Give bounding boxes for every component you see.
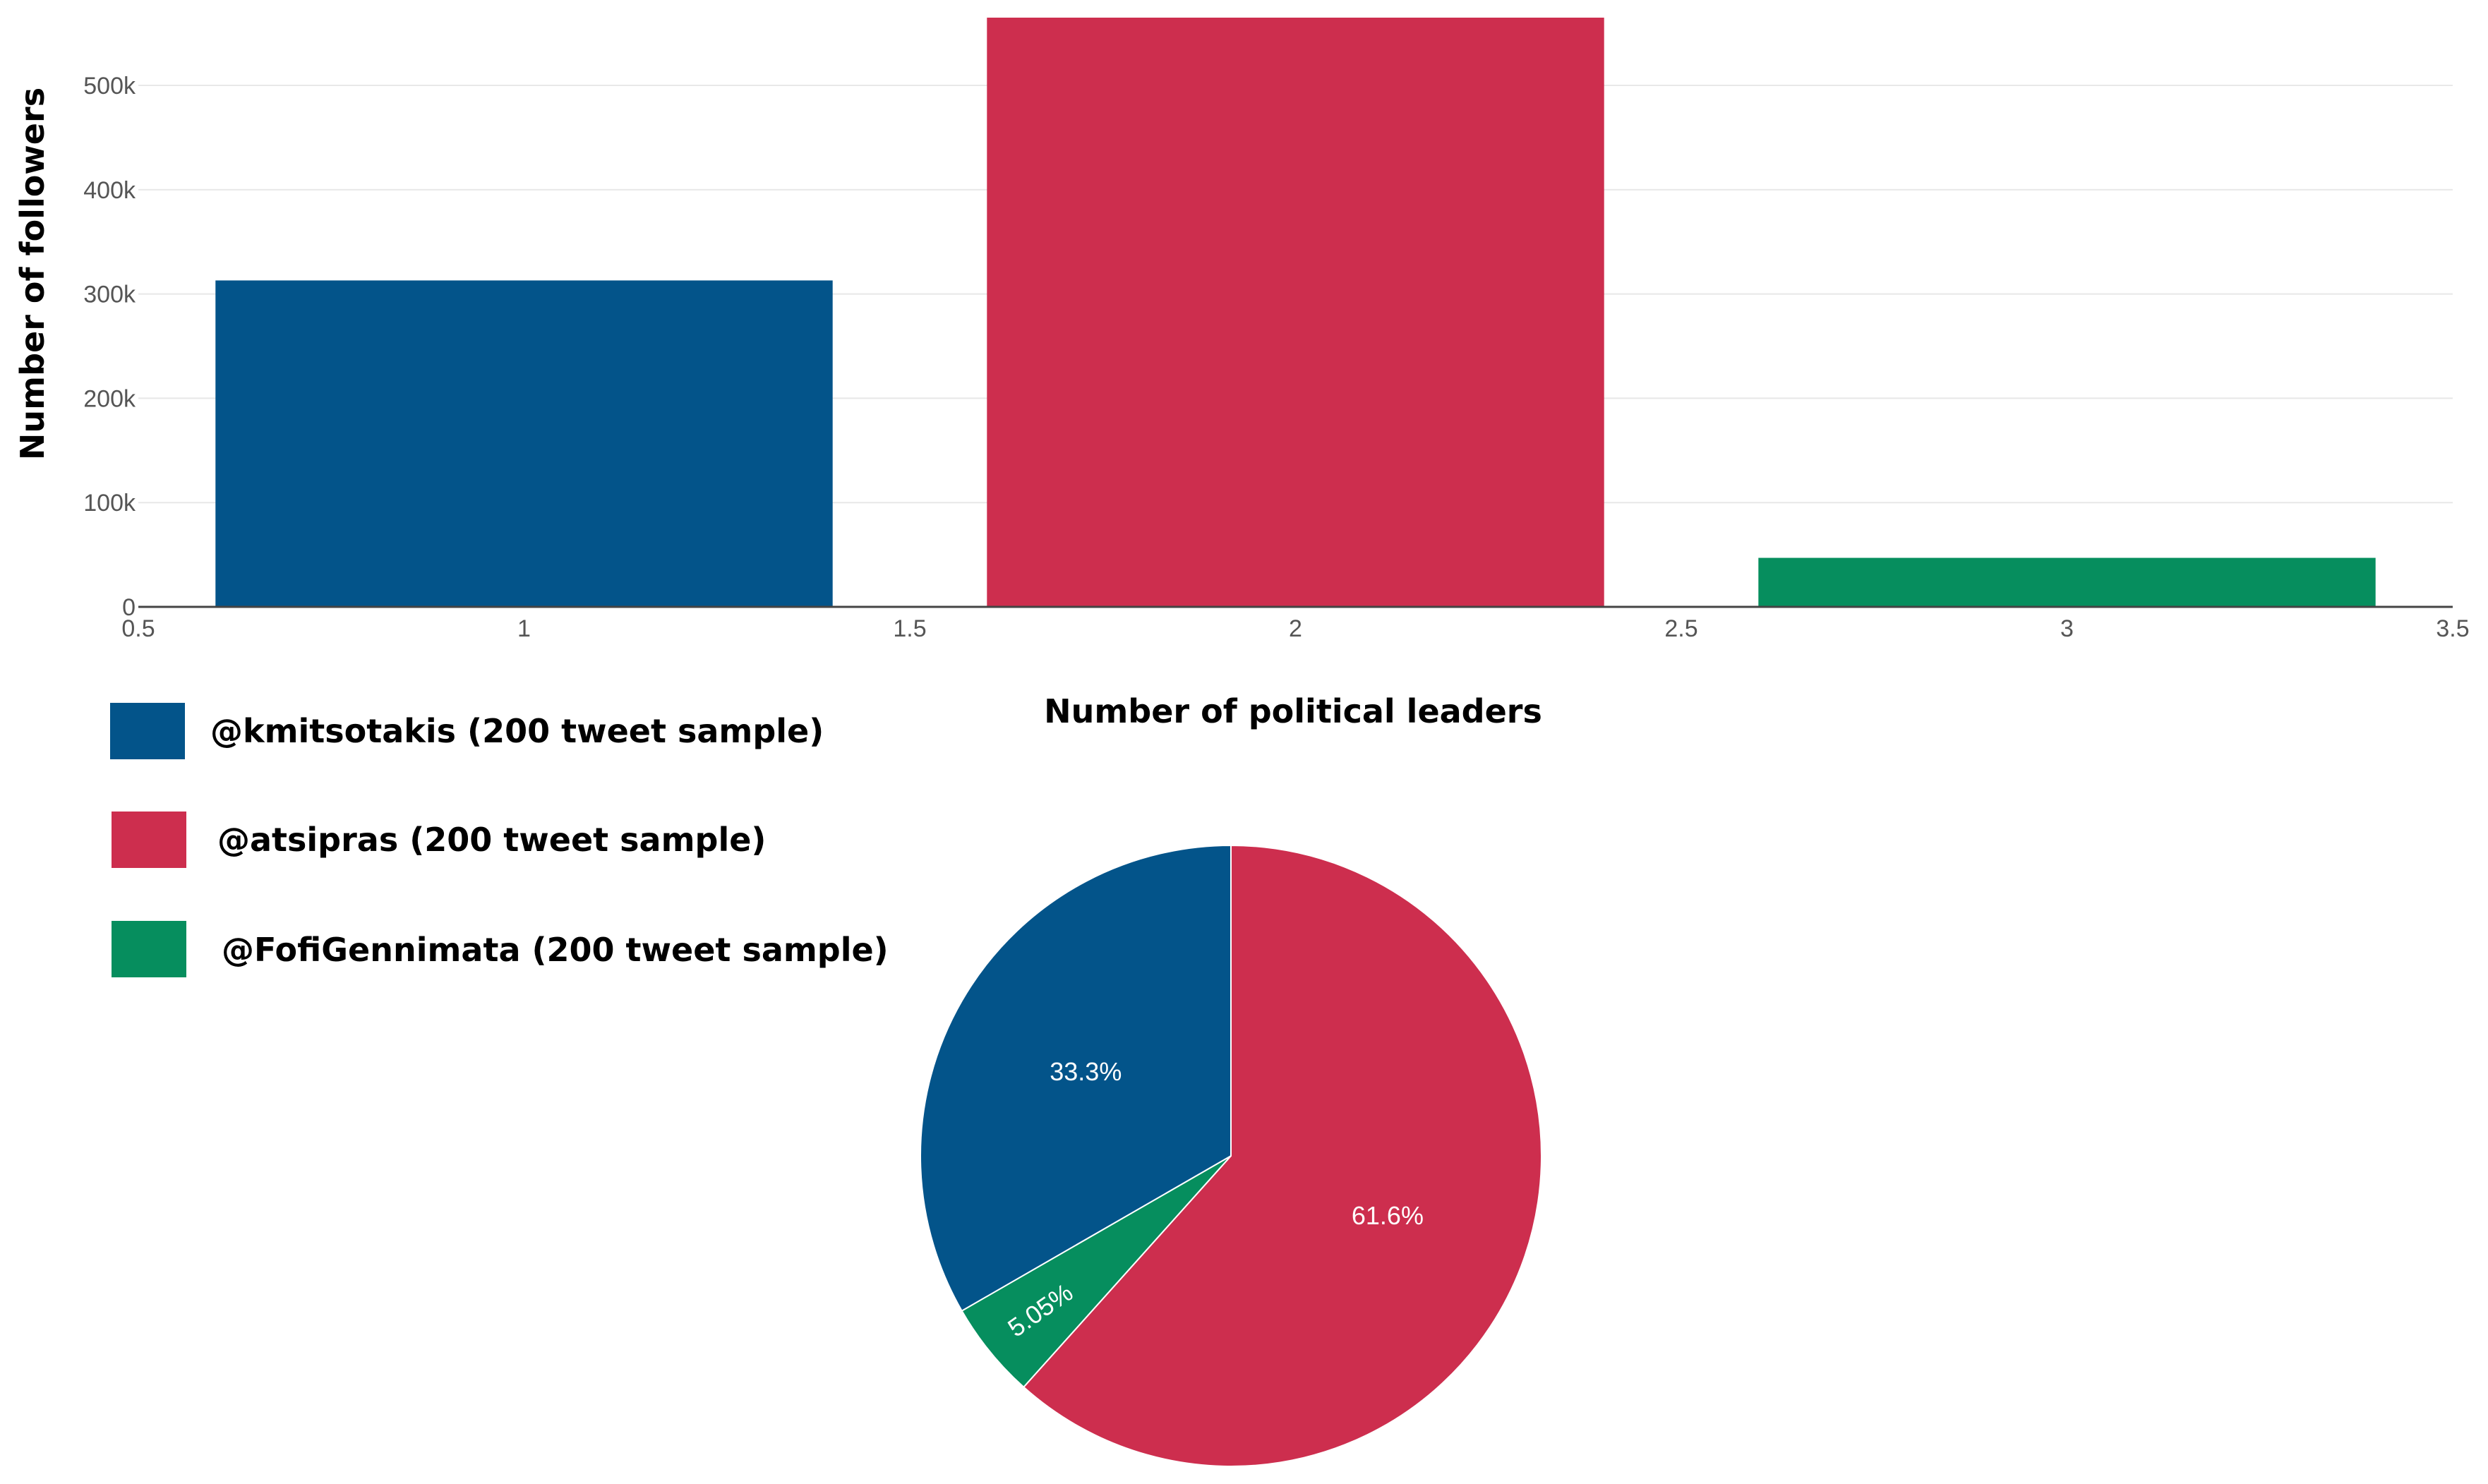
bar <box>215 280 833 607</box>
x-axis-title: Number of political leaders <box>1044 692 1542 730</box>
x-tick-label: 3.5 <box>2436 615 2469 642</box>
bar <box>1758 557 2376 607</box>
pie-slice <box>1022 844 1542 1467</box>
y-axis-title: Number of followers <box>13 88 52 460</box>
x-tick-label: 1 <box>517 615 531 642</box>
y-tick-label: 200k <box>83 385 136 412</box>
legend-swatch <box>110 703 185 759</box>
y-tick-label: 0 <box>122 594 136 621</box>
pie-slice <box>920 844 1232 1312</box>
y-tick-label: 400k <box>83 177 136 204</box>
x-tick-label: 1.5 <box>893 615 926 642</box>
bar-chart: 0.5 1 1.5 2 2.5 3 3.5 0 100k 200k 300k 400k 500k Nu… <box>13 18 2470 730</box>
pie-slice-label: 33.3% <box>1050 1057 1122 1086</box>
legend-swatch <box>112 812 186 868</box>
legend-label: @kmitsotakis (200 tweet sample) <box>210 712 824 750</box>
y-tick-label: 500k <box>83 73 136 99</box>
x-tick-label: 2.5 <box>1664 615 1697 642</box>
legend-swatch <box>112 921 186 977</box>
legend: @kmitsotakis (200 tweet sample) @atsipras… <box>110 703 889 977</box>
pie-chart: 61.6%5.05%33.3% <box>920 844 1542 1467</box>
y-tick-labels: 0 100k 200k 300k 400k 500k <box>83 73 136 621</box>
x-tick-labels: 0.5 1 1.5 2 2.5 3 3.5 <box>121 615 2469 642</box>
x-tick-label: 2 <box>1289 615 1302 642</box>
pie-slices <box>920 844 1542 1467</box>
bar <box>987 18 1604 607</box>
bars <box>215 18 2376 607</box>
x-tick-label: 0.5 <box>121 615 155 642</box>
legend-label: @atsipras (200 tweet sample) <box>217 821 766 859</box>
legend-label: @FofiGennimata (200 tweet sample) <box>222 931 889 969</box>
pie-slice-label: 61.6% <box>1352 1201 1424 1230</box>
y-tick-label: 300k <box>83 282 136 308</box>
x-tick-label: 3 <box>2060 615 2074 642</box>
y-tick-label: 100k <box>83 490 136 517</box>
